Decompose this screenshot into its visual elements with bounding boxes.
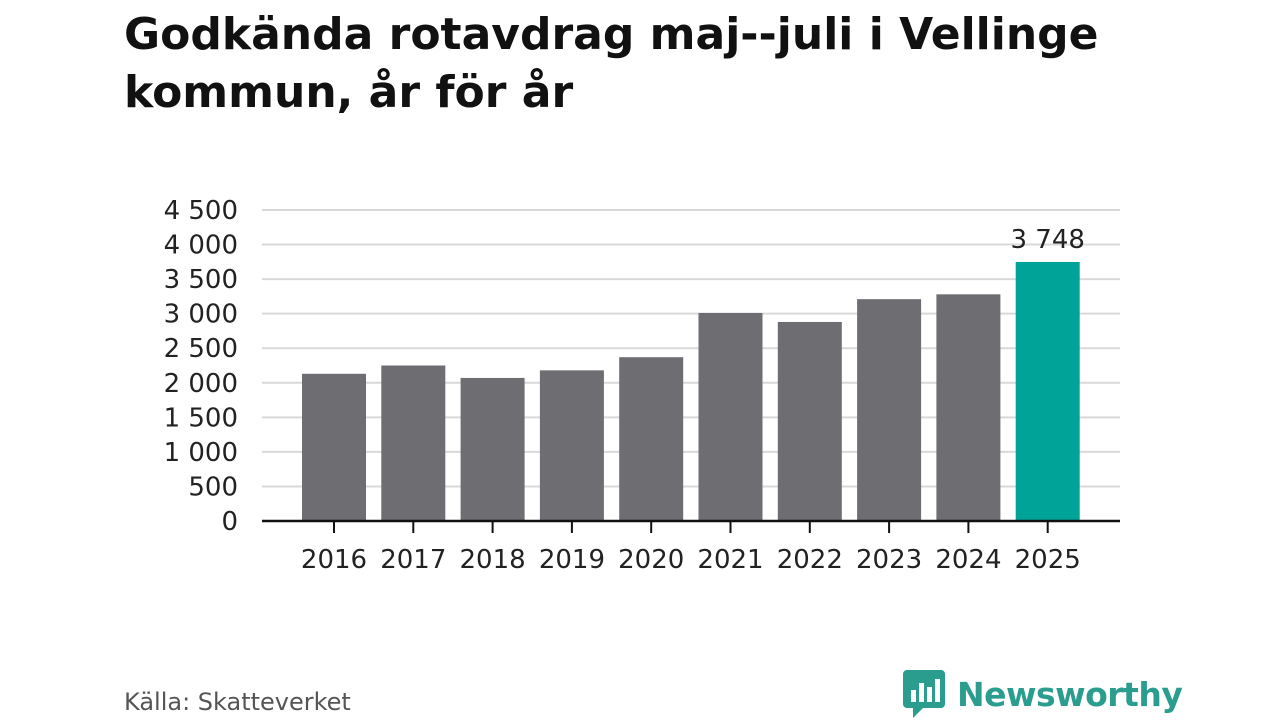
y-tick-label: 0: [221, 507, 238, 537]
bar-2018: [460, 377, 525, 521]
x-tick-label: 2018: [460, 545, 526, 575]
y-tick-label: 3 500: [164, 265, 238, 295]
y-tick-label: 2 500: [164, 334, 238, 364]
newsworthy-logo: Newsworthy: [903, 670, 1183, 718]
bar-2022: [777, 321, 842, 521]
y-tick-label: 2 000: [164, 369, 238, 399]
x-tick-label: 2016: [301, 545, 367, 575]
bar-2024: [936, 294, 1001, 521]
x-tick-label: 2020: [618, 545, 684, 575]
bar-2019: [539, 370, 604, 521]
x-tick-label: 2025: [1015, 545, 1081, 575]
bar-2020: [619, 357, 684, 521]
bar-2021: [698, 312, 763, 521]
y-tick-label: 1 500: [164, 403, 238, 433]
data-label: 3 748: [1010, 225, 1084, 255]
x-tick-label: 2023: [856, 545, 922, 575]
bar-2017: [381, 365, 446, 521]
bar-2016: [302, 373, 366, 521]
x-tick-label: 2024: [935, 545, 1001, 575]
brand-name: Newsworthy: [957, 674, 1183, 714]
source-note: Källa: Skatteverket: [124, 688, 351, 716]
x-axis-ticks: [333, 521, 1049, 533]
x-axis-tick-labels: 2016 2017 2018 2019 2020 2021 2022 2023 2024 2025: [301, 545, 1081, 575]
x-tick-label: 2017: [380, 545, 446, 575]
y-tick-label: 4 500: [164, 196, 238, 226]
bars: [302, 261, 1080, 521]
y-tick-label: 4 000: [164, 231, 238, 261]
y-tick-label: 500: [188, 472, 238, 502]
data-labels: 3 748: [1010, 225, 1084, 255]
x-tick-label: 2021: [697, 545, 763, 575]
y-tick-label: 3 000: [164, 300, 238, 330]
x-tick-label: 2022: [777, 545, 843, 575]
y-tick-label: 1 000: [164, 438, 238, 468]
chat-bubble-bar-chart-icon: [903, 670, 945, 718]
bar-2023: [857, 299, 922, 521]
chart-title: Godkända rotavdrag maj--juli i Vellinge …: [124, 9, 1099, 118]
x-tick-label: 2019: [539, 545, 605, 575]
bar-2025: [1015, 261, 1080, 521]
y-axis-tick-labels: 0 500 1 000 1 500 2 000 2 500 3 000 3 500 4 000 4…: [164, 196, 238, 537]
